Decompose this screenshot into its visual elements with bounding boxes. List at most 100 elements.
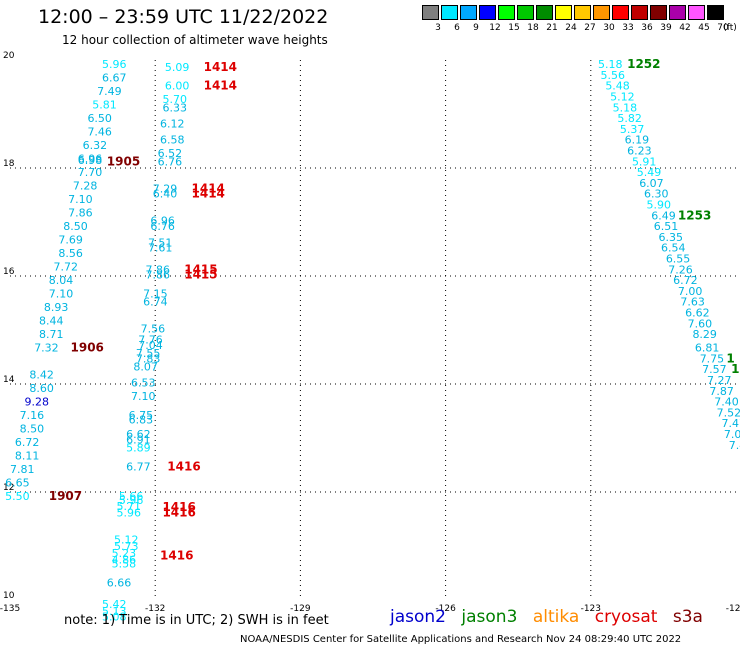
legend-swatch-label: 45 xyxy=(698,23,710,33)
wave-height-point: 6.55 xyxy=(666,253,691,266)
y-tick-label: 18 xyxy=(3,159,15,169)
wave-height-point: 8.42 xyxy=(29,369,54,382)
wave-height-point: 8.29 xyxy=(692,328,717,341)
wave-height-point: 6.65 xyxy=(5,477,30,490)
wave-height-point: 5.90 xyxy=(646,199,671,212)
wave-height-point: 5.81 xyxy=(92,99,117,112)
pass-time-label: 1416 xyxy=(160,549,193,563)
legend-swatch xyxy=(707,5,724,20)
x-tick-label: -129 xyxy=(290,604,311,614)
y-tick-label: 20 xyxy=(3,51,15,61)
y-tick-label: 14 xyxy=(3,375,15,385)
y-tick-label: 16 xyxy=(3,267,15,277)
wave-height-point: 7.04 xyxy=(138,339,163,352)
wave-height-point: 5.13 xyxy=(102,605,127,618)
x-tick-label: -126 xyxy=(435,604,456,614)
wave-height-point: 7.10 xyxy=(49,288,74,301)
legend-swatch xyxy=(517,5,534,20)
legend-swatch-label: 70 xyxy=(717,23,729,33)
x-tick-label: -132 xyxy=(145,604,165,614)
wave-height-point: 7.86 xyxy=(68,207,93,220)
wave-height-point: 7.63 xyxy=(680,296,705,309)
legend-swatch xyxy=(441,5,458,20)
legend-swatch-label: 12 xyxy=(489,23,501,33)
wave-height-point: 5.71 xyxy=(116,500,141,513)
legend-swatch-label: 24 xyxy=(565,23,577,33)
wave-height-point: 5.96 xyxy=(116,506,141,519)
wave-height-point: 7.72 xyxy=(54,261,78,274)
wave-height-point: 6.72 xyxy=(15,436,40,449)
legend-swatch-label: 15 xyxy=(508,23,520,33)
wave-height-point: 6.81 xyxy=(695,342,720,355)
wave-height-point: 5.56 xyxy=(600,69,625,82)
pass-time-label: 1252 xyxy=(627,57,660,71)
legend-swatch xyxy=(460,5,477,20)
satellite-name-jason2: jason2 xyxy=(390,607,446,627)
wave-height-point: 6.72 xyxy=(673,274,698,287)
satellite-legend: jason2 jason3 altika cryosat s3a xyxy=(390,607,713,627)
wave-height-point: 6.49 xyxy=(651,209,676,222)
pass-time-label: 1 xyxy=(726,351,734,365)
wave-height-point: 7.60 xyxy=(688,317,713,330)
wave-height-point: 5.42 xyxy=(102,598,127,611)
satellite-name-jason3: jason3 xyxy=(461,607,518,627)
wave-height-point: 7.10 xyxy=(68,193,93,206)
x-tick-label: -135 xyxy=(0,604,20,614)
pass-time-label: 1414 xyxy=(192,181,225,195)
wave-height-point: 7.76 xyxy=(138,334,163,347)
x-tick-label: -123 xyxy=(581,604,601,614)
wave-height-point: 7.51 xyxy=(148,236,173,249)
satellite-name-cryosat: cryosat xyxy=(594,607,658,627)
legend-unit-label: (ft) xyxy=(723,23,737,33)
wave-height-point: 7.47 xyxy=(721,417,740,430)
wave-height-point: 6.67 xyxy=(102,72,127,85)
wave-height-point: 7.15 xyxy=(143,288,168,301)
wave-height-point: 6.52 xyxy=(158,147,183,160)
pass-time-label: 1416 xyxy=(162,505,195,519)
wave-height-point: 5.91 xyxy=(632,155,657,168)
wave-height-point: 7.40 xyxy=(714,396,739,409)
wave-height-point: 6.19 xyxy=(625,134,650,147)
wave-height-point: 6.32 xyxy=(83,139,108,152)
wave-height-point: 5.96 xyxy=(102,58,127,71)
wave-height-point: 7.55 xyxy=(136,347,161,360)
legend-swatch xyxy=(593,5,610,20)
wave-height-point: 5.18 xyxy=(613,101,638,114)
wave-height-point: 6.35 xyxy=(659,231,684,244)
wave-height-point: 6.76 xyxy=(158,155,183,168)
wave-height-point: 6.00 xyxy=(165,80,190,93)
wave-height-point: 5.58 xyxy=(112,558,137,571)
wave-height-point: 7.75 xyxy=(700,352,725,365)
x-tick-label: -120 xyxy=(726,604,740,614)
pass-time-label: 1415 xyxy=(184,262,217,276)
wave-height-point: 7.69 xyxy=(58,234,83,247)
wave-height-point: 8.60 xyxy=(29,382,54,395)
wave-height-point: 7.49 xyxy=(97,85,122,98)
wave-height-point: 6.07 xyxy=(639,177,664,190)
wave-height-point: 7.4 xyxy=(729,439,740,452)
pass-time-label: 1253 xyxy=(678,208,711,222)
wave-height-point: 6.74 xyxy=(143,296,168,309)
wave-height-point: 6.30 xyxy=(644,188,669,201)
wave-height-point: 5.09 xyxy=(165,61,190,74)
legend-swatch xyxy=(422,5,439,20)
credit-line: NOAA/NESDIS Center for Satellite Applica… xyxy=(240,634,682,645)
legend-swatch xyxy=(612,5,629,20)
wave-height-point: 5.37 xyxy=(620,123,645,136)
pass-time-label: 1414 xyxy=(204,60,237,74)
wave-height-point: 5.23 xyxy=(112,547,137,560)
wave-height-point: 7.26 xyxy=(668,263,693,276)
page-title: 12:00 – 23:59 UTC 11/22/2022 xyxy=(38,6,329,28)
wave-height-point: 7.86 xyxy=(146,269,171,282)
wave-height-point: 5.82 xyxy=(617,112,642,125)
pass-time-label: 1906 xyxy=(71,341,104,355)
wave-height-point: 7.83 xyxy=(136,352,161,365)
wave-height-point: 7.70 xyxy=(78,166,103,179)
wave-height-point: 8.07 xyxy=(133,361,158,374)
wave-height-point: 5.08 xyxy=(102,611,127,624)
wave-height-point: 5.70 xyxy=(162,93,187,106)
wave-height-point: 6.58 xyxy=(160,134,185,147)
legend-swatch xyxy=(688,5,705,20)
wave-height-point: 8.56 xyxy=(58,247,83,260)
legend-swatch-label: 3 xyxy=(435,23,441,33)
